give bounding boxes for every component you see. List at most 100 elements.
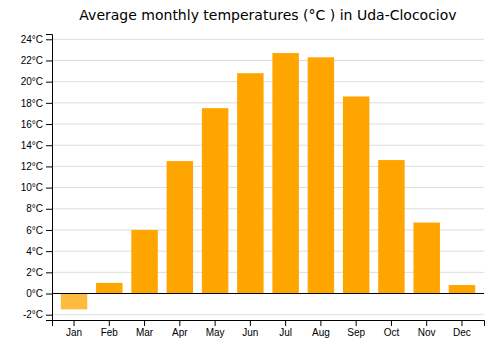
y-tick-label: 14°C (21, 140, 43, 151)
x-tick-label: Oct (384, 327, 400, 338)
x-tick-mark (391, 320, 392, 326)
x-tick-mark (250, 320, 251, 326)
y-tick: 18°C (21, 98, 52, 109)
y-tick: 2°C (26, 267, 52, 278)
bar (131, 230, 157, 294)
x-axis-line (53, 321, 485, 327)
x-tick: Feb (101, 320, 119, 338)
x-tick: Apr (172, 320, 188, 338)
y-tick: 6°C (26, 225, 52, 236)
bar (61, 294, 87, 310)
y-tick-mark (46, 315, 52, 316)
x-tick-label: Nov (418, 327, 436, 338)
x-tick-mark (320, 320, 321, 326)
y-tick-label: 18°C (21, 98, 43, 109)
y-tick-mark (46, 124, 52, 125)
y-axis: -2°C 0°C 2°C 4°C 6°C 8°C 10°C 12°C 14°C 16°C 18°C 2… (21, 34, 53, 321)
title: Average monthly temperatures (°C ) in Ud… (79, 7, 456, 23)
y-tick-label: 4°C (26, 246, 43, 257)
y-tick-mark (46, 272, 52, 273)
y-tick-mark (46, 166, 52, 167)
y-tick: 16°C (21, 119, 52, 130)
grid-line (52, 60, 484, 61)
chart: -2°C 0°C 2°C 4°C 6°C 8°C 10°C 12°C 14°C 16°C 18°C 2… (0, 0, 500, 350)
y-tick-label: -2°C (23, 309, 43, 320)
bar (413, 223, 439, 294)
bar (202, 108, 228, 293)
x-tick-label: Aug (312, 327, 330, 338)
grid-line (52, 81, 484, 82)
x-tick-mark (285, 320, 286, 326)
y-axis-line (46, 35, 53, 321)
x-tick-label: Jan (66, 327, 82, 338)
y-tick-label: 22°C (21, 55, 43, 66)
bar (272, 53, 298, 293)
y-tick: -2°C (23, 309, 52, 320)
grid-line (52, 145, 484, 146)
x-tick-mark (144, 320, 145, 326)
grid-line (52, 102, 484, 103)
y-tick: 14°C (21, 140, 52, 151)
x-tick: Mar (136, 320, 154, 338)
x-tick-label: Mar (136, 327, 154, 338)
x-tick: Jun (242, 320, 258, 338)
x-tick: Jan (66, 320, 82, 338)
x-tick-label: Sep (347, 327, 365, 338)
grid-line (52, 208, 484, 209)
y-tick: 4°C (26, 246, 52, 257)
x-axis: Jan Feb Mar Apr May Jun Jul Aug Sep Oct Nov Dec (53, 320, 485, 338)
y-tick-mark (46, 230, 52, 231)
y-tick: 22°C (21, 55, 52, 66)
x-tick-label: Dec (453, 327, 471, 338)
zero-line (52, 293, 484, 294)
y-tick-label: 16°C (21, 119, 43, 130)
y-tick-mark (46, 188, 52, 189)
x-tick-mark (74, 320, 75, 326)
bars (61, 53, 475, 309)
y-tick-mark (46, 60, 52, 61)
x-tick: May (206, 320, 225, 338)
grid-line (52, 124, 484, 125)
grid-line (52, 166, 484, 167)
x-tick-mark (426, 320, 427, 326)
x-tick: Sep (347, 320, 365, 338)
bar (378, 160, 404, 293)
x-tick-label: May (206, 327, 225, 338)
grid (52, 39, 484, 314)
y-tick-label: 12°C (21, 161, 43, 172)
bar (343, 96, 369, 293)
y-tick-mark (46, 103, 52, 104)
x-tick-label: Feb (101, 327, 119, 338)
bar (449, 285, 475, 293)
x-tick-mark (356, 320, 357, 326)
y-tick: 0°C (26, 288, 52, 299)
x-tick: Jul (279, 320, 292, 338)
y-tick-label: 8°C (26, 203, 43, 214)
x-tick-mark (179, 320, 180, 326)
y-tick-label: 20°C (21, 76, 43, 87)
grid-line (52, 293, 484, 294)
y-tick-label: 24°C (21, 34, 43, 45)
y-tick: 24°C (21, 34, 52, 45)
x-tick-label: Jun (242, 327, 258, 338)
x-tick-mark (215, 320, 216, 326)
y-tick: 8°C (26, 203, 52, 214)
bar (96, 283, 122, 294)
bar (237, 73, 263, 293)
grid-line (52, 39, 484, 40)
y-tick-mark (46, 82, 52, 83)
y-tick-mark (46, 251, 52, 252)
x-tick-label: Jul (279, 327, 292, 338)
y-tick-label: 10°C (21, 182, 43, 193)
x-tick: Nov (418, 320, 436, 338)
y-tick-mark (46, 294, 52, 295)
y-tick-mark (46, 209, 52, 210)
x-tick: Aug (312, 320, 330, 338)
x-tick-label: Apr (172, 327, 188, 338)
x-tick: Dec (453, 320, 471, 338)
y-tick-mark (46, 145, 52, 146)
bar (308, 57, 334, 293)
bar (167, 161, 193, 293)
plot: -2°C 0°C 2°C 4°C 6°C 8°C 10°C 12°C 14°C 16°C 18°C 2… (21, 34, 485, 338)
y-tick: 10°C (21, 182, 52, 193)
